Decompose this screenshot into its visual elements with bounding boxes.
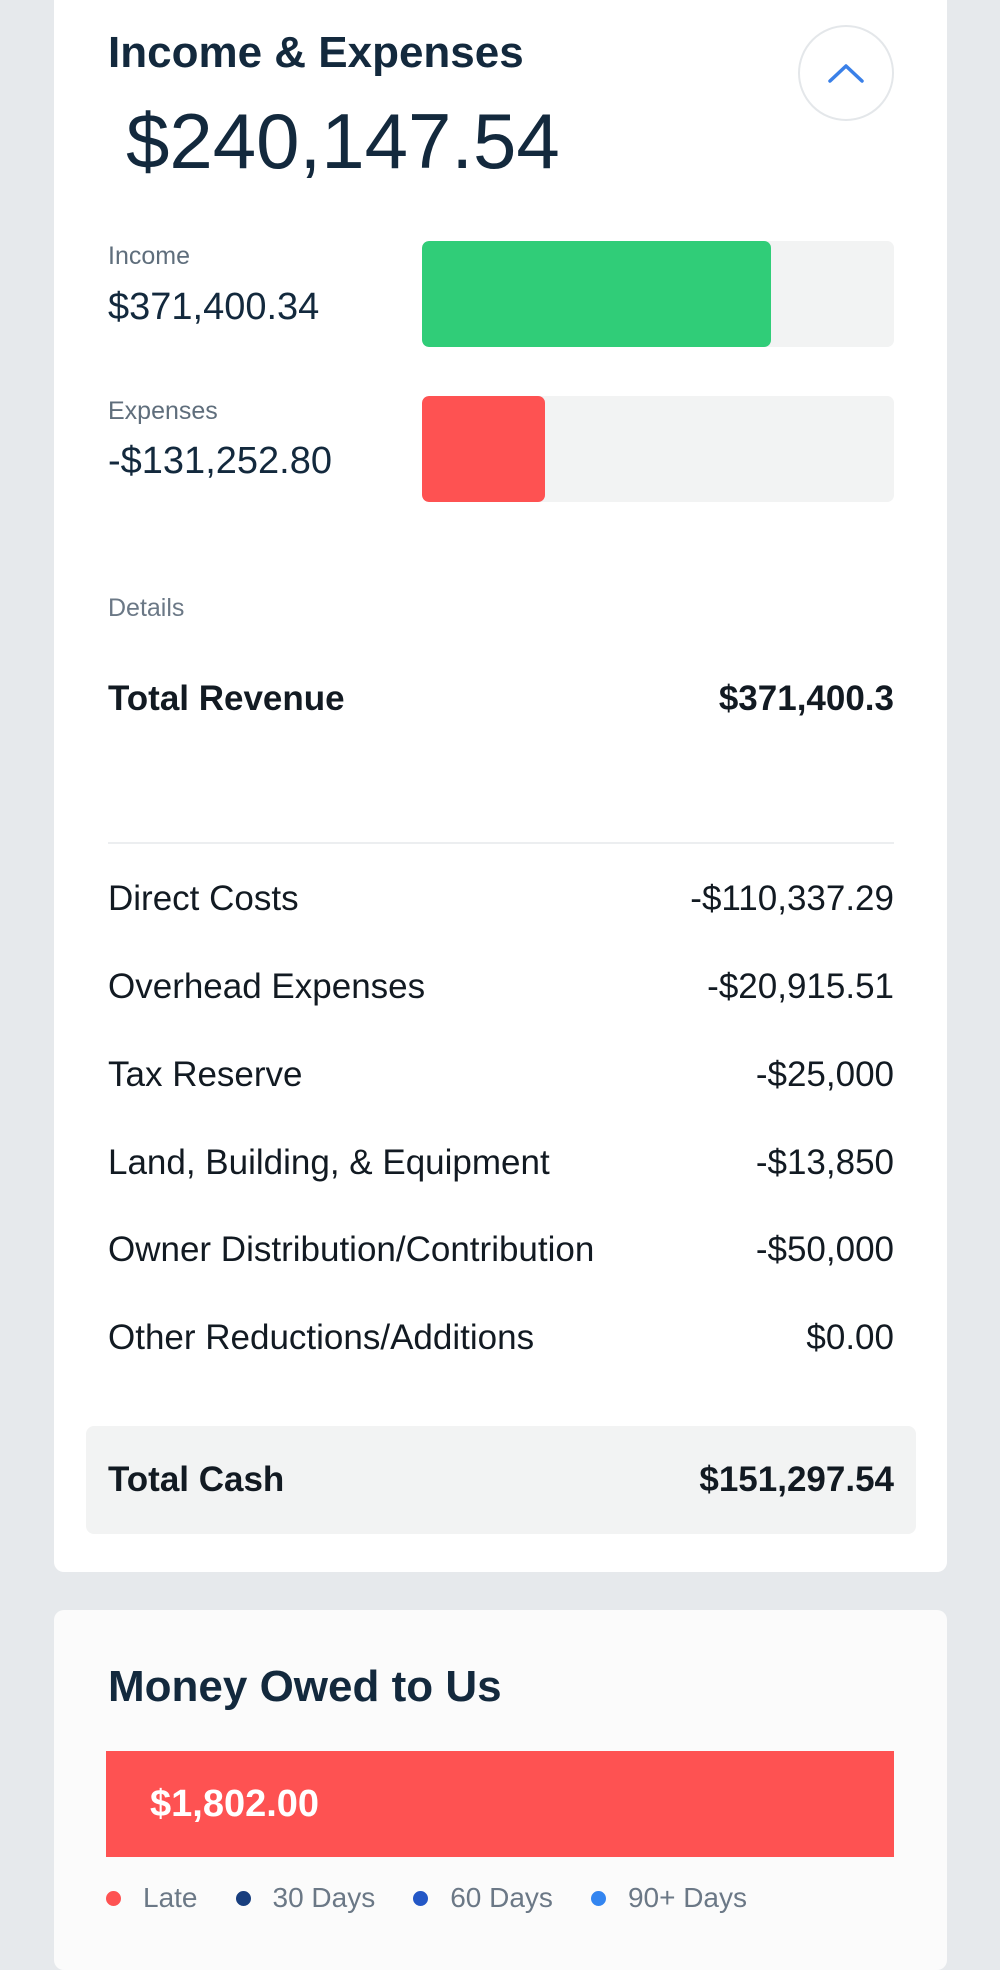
line-item-value: $0.00: [806, 1318, 894, 1357]
legend-dot-icon: [413, 1890, 429, 1906]
line-item-value: -$50,000: [755, 1230, 894, 1269]
line-item-value: -$20,915.51: [707, 967, 894, 1006]
income-expenses-title: Income & Expenses: [108, 28, 524, 77]
total-cash-value: $151,297.54: [699, 1460, 894, 1499]
divider: [108, 842, 894, 844]
total-cash-box: [86, 1426, 916, 1534]
legend-label: 90+ Days: [627, 1882, 748, 1913]
expenses-label: Expenses: [108, 397, 218, 425]
line-item-value: -$13,850: [755, 1143, 894, 1182]
line-item-row: Owner Distribution/Contribution -$50,000: [108, 1230, 894, 1270]
legend-item-30-days: 30 Days: [235, 1882, 376, 1914]
expenses-bar-fill: [422, 396, 545, 502]
income-bar: [422, 241, 894, 347]
total-revenue-row: Total Revenue $371,400.3: [108, 679, 894, 719]
details-label: Details: [108, 594, 185, 622]
income-value: $371,400.34: [108, 286, 320, 328]
legend-label: Late: [143, 1882, 198, 1913]
legend-dot-icon: [235, 1890, 251, 1906]
chevron-up-icon: [828, 64, 864, 83]
line-item-value: -$25,000: [755, 1055, 894, 1094]
line-item-label: Other Reductions/Additions: [108, 1318, 535, 1357]
collapse-button[interactable]: [798, 25, 894, 121]
expenses-value: -$131,252.80: [108, 440, 332, 482]
total-revenue-value: $371,400.3: [718, 679, 894, 718]
line-item-label: Land, Building, & Equipment: [108, 1143, 550, 1182]
line-item-row: Overhead Expenses -$20,915.51: [108, 967, 894, 1007]
total-cash-label: Total Cash: [108, 1460, 285, 1499]
legend-item-late: Late: [106, 1882, 198, 1914]
money-owed-bar[interactable]: $1,802.00: [106, 1751, 894, 1857]
legend-label: 60 Days: [450, 1882, 553, 1913]
income-label: Income: [108, 242, 190, 270]
line-item-row: Tax Reserve -$25,000: [108, 1055, 894, 1095]
aging-legend: Late 30 Days 60 Days 90+ Days: [106, 1882, 785, 1914]
line-item-row: Land, Building, & Equipment -$13,850: [108, 1143, 894, 1183]
income-expenses-card: Income & Expenses $240,147.54 Income $37…: [54, 0, 947, 1572]
total-cash-row: Total Cash $151,297.54: [108, 1438, 894, 1522]
money-owed-card: Money Owed to Us $1,802.00 Late 30 Days …: [54, 1610, 947, 1970]
line-item-label: Tax Reserve: [108, 1055, 303, 1094]
line-item-label: Owner Distribution/Contribution: [108, 1230, 595, 1269]
legend-dot-icon: [106, 1890, 121, 1906]
legend-item-90-days: 90+ Days: [590, 1882, 748, 1914]
legend-dot-icon: [590, 1890, 606, 1906]
total-revenue-label: Total Revenue: [108, 679, 345, 718]
line-item-row: Direct Costs -$110,337.29: [108, 879, 894, 919]
income-bar-fill: [422, 241, 772, 347]
line-item-value: -$110,337.29: [690, 879, 894, 918]
legend-item-60-days: 60 Days: [413, 1882, 553, 1914]
line-item-label: Direct Costs: [108, 879, 299, 918]
money-owed-amount: $1,802.00: [150, 1782, 320, 1825]
expenses-bar: [422, 396, 894, 502]
legend-label: 30 Days: [272, 1882, 376, 1913]
line-item-row: Other Reductions/Additions $0.00: [108, 1318, 894, 1358]
line-item-label: Overhead Expenses: [108, 967, 426, 1006]
net-total-amount: $240,147.54: [126, 97, 560, 185]
money-owed-title: Money Owed to Us: [108, 1662, 502, 1711]
